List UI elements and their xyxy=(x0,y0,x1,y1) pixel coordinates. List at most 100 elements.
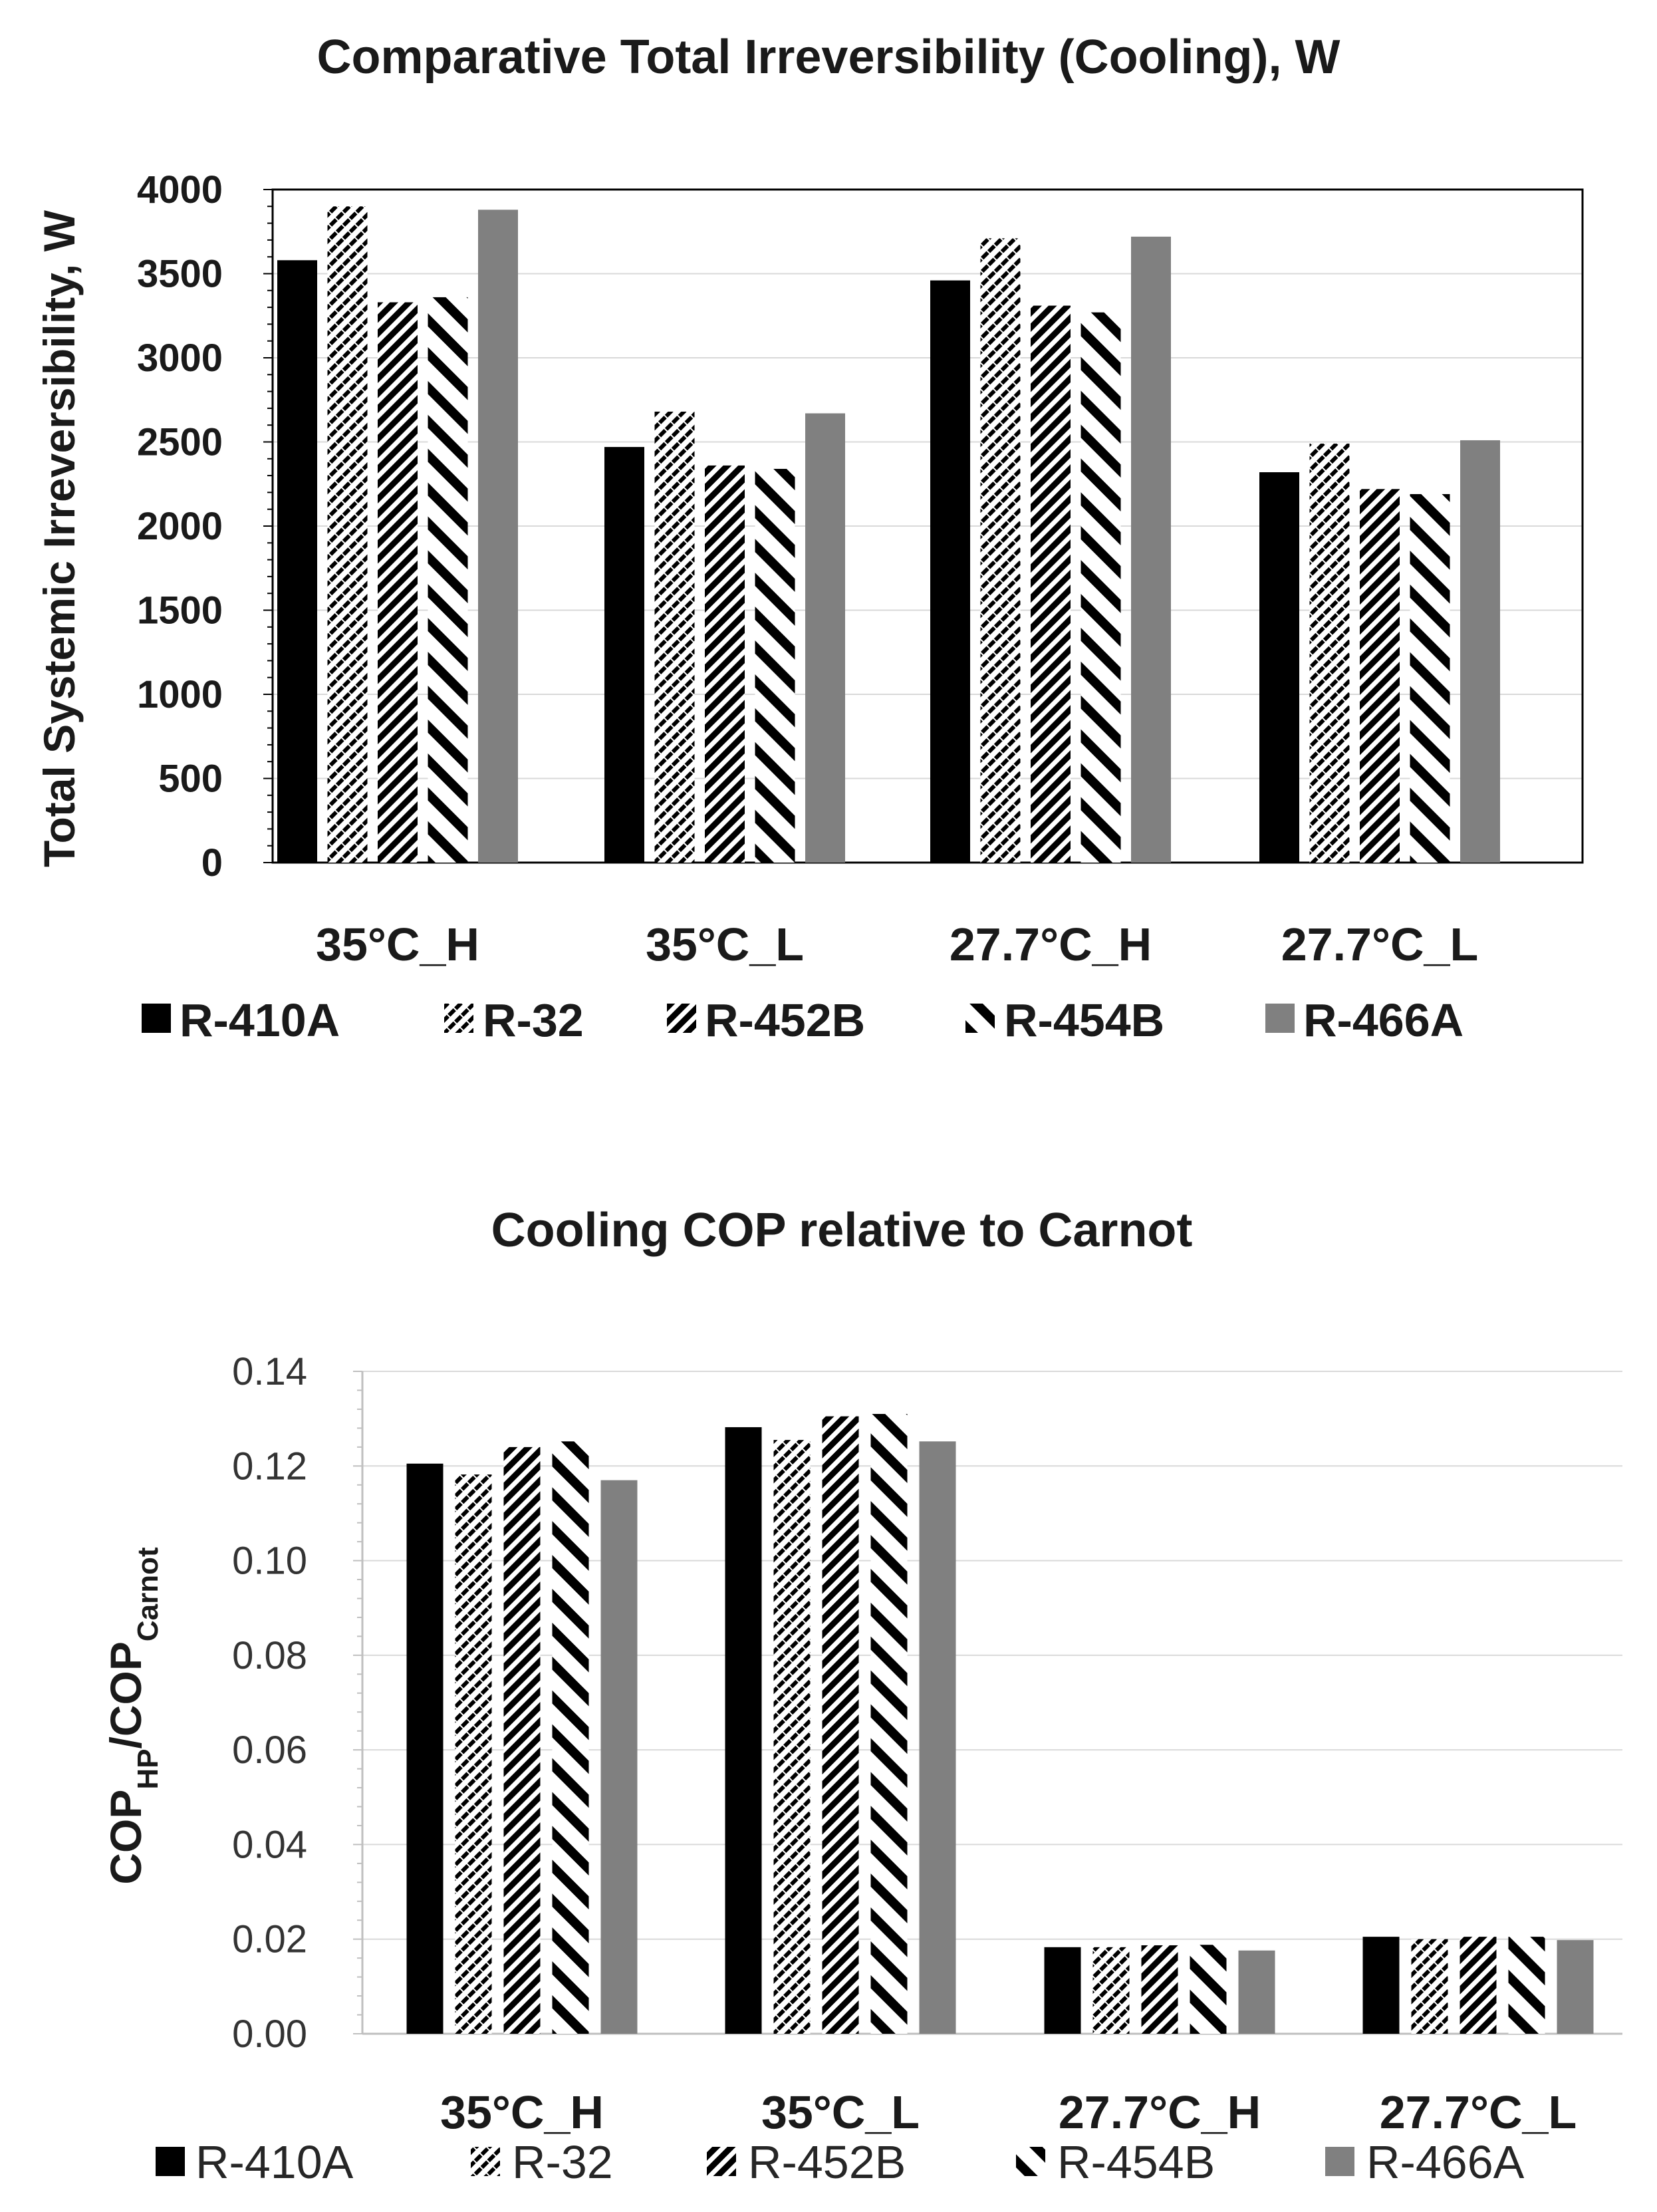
chart1-legend-label-r410a: R-410A xyxy=(180,994,340,1046)
chart1-plot-border xyxy=(271,188,1584,864)
c2-y-tick-label: 0.08 xyxy=(232,1634,307,1677)
c2-bar-r454b-277cl xyxy=(1508,1937,1545,2034)
chart2-legend-item-r454b: R-454B xyxy=(1016,2136,1215,2188)
c2-bar-r452b-277cl xyxy=(1460,1937,1497,2034)
chart2-y-tick-labels: 0.00 0.02 0.04 0.06 0.08 0.10 0.12 0.14 xyxy=(232,1350,307,2056)
c1-y-tick-label: 3000 xyxy=(137,337,223,380)
c1-y-tick-label: 1000 xyxy=(137,673,223,716)
c1-bar-r466a-35cl xyxy=(805,413,845,863)
c1-bar-r466a-277cl xyxy=(1460,440,1500,863)
c2-bar-r454b-35cl xyxy=(870,1414,908,2034)
chart2-bars xyxy=(406,1414,1594,2034)
c2-y-tick-label: 0.02 xyxy=(232,1918,307,1961)
c1-bar-r454b-277cl xyxy=(1410,493,1450,863)
c1-bar-r452b-277cl xyxy=(1360,489,1400,863)
chart1-y-tick-labels: 0 500 1000 1500 2000 2500 3000 3500 4000 xyxy=(137,168,223,885)
chart1-bars xyxy=(277,206,1500,863)
chart2-legend-label-r452b: R-452B xyxy=(748,2136,906,2188)
chart2-y-axis-title: COPHP/COPCarnot xyxy=(101,1547,164,1885)
chart1-legend-swatch-r454b xyxy=(965,1004,995,1033)
c2-bar-r32-35ch xyxy=(455,1474,492,2034)
chart2-legend-label-r32: R-32 xyxy=(512,2136,613,2188)
c1-bar-r410a-277cl xyxy=(1259,472,1299,863)
chart1-legend-swatch-r466a xyxy=(1265,1004,1295,1033)
c2-bar-r454b-35ch xyxy=(552,1441,589,2034)
chart2-legend-item-r410a: R-410A xyxy=(156,2136,354,2188)
chart1-legend-swatch-r32 xyxy=(444,1004,473,1033)
chart2-legend-swatch-r466a xyxy=(1325,2147,1354,2176)
chart1-title: Comparative Total Irreversibility (Cooli… xyxy=(317,31,1340,84)
c2-bar-r410a-35ch xyxy=(406,1463,444,2034)
chart1-legend-swatch-r410a xyxy=(142,1004,171,1033)
chart1-legend-swatch-r452b xyxy=(667,1004,696,1033)
chart1-legend-item-r466a: R-466A xyxy=(1265,994,1464,1046)
c1-bar-r454b-35ch xyxy=(428,297,468,863)
c2-y-tick-label: 0.00 xyxy=(232,2012,307,2056)
chart1-legend: R-410A R-32 R-452B R-454B R-466A xyxy=(142,994,1464,1046)
c1-bar-r454b-35cl xyxy=(755,468,795,863)
c2-bar-r32-277cl xyxy=(1411,1939,1448,2034)
c2-bar-r466a-35cl xyxy=(919,1441,956,2034)
chart2-gridlines xyxy=(353,1371,1622,2034)
c2-bar-r32-277ch xyxy=(1092,1947,1130,2034)
chart1-legend-item-r32: R-32 xyxy=(444,994,584,1046)
chart1-legend-label-r454b: R-454B xyxy=(1004,994,1164,1046)
c1-bar-r32-277ch xyxy=(980,238,1021,863)
c1-y-tick-label: 500 xyxy=(158,758,223,801)
c1-bar-r452b-277ch xyxy=(1031,305,1071,863)
chart2-legend-label-r466a: R-466A xyxy=(1366,2136,1525,2188)
c1-bar-r410a-35cl xyxy=(604,447,644,863)
c2-y-tick-label: 0.04 xyxy=(232,1823,307,1866)
c1-category-label-277ch: 27.7°C_H xyxy=(950,918,1152,970)
c2-bar-r452b-35ch xyxy=(503,1447,541,2034)
chart1-y-axis-title: Total Systemic Irreversibility, W xyxy=(35,209,84,867)
c2-bar-r410a-277ch xyxy=(1044,1947,1081,2034)
chart1-legend-item-r452b: R-452B xyxy=(667,994,865,1046)
c1-bar-r410a-35ch xyxy=(277,260,317,863)
c1-category-label-35cl: 35°C_L xyxy=(646,918,804,970)
c1-y-tick-label: 3500 xyxy=(137,253,223,296)
c2-category-label-35cl: 35°C_L xyxy=(761,2086,920,2138)
c1-bar-r410a-277ch xyxy=(930,280,970,863)
c2-bar-r410a-35cl xyxy=(725,1427,762,2034)
c1-bar-r452b-35ch xyxy=(378,302,418,863)
c2-y-tick-label: 0.06 xyxy=(232,1728,307,1772)
c2-y-tick-label: 0.12 xyxy=(232,1445,307,1488)
c1-bar-r454b-277ch xyxy=(1081,312,1121,863)
c1-category-label-35ch: 35°C_H xyxy=(316,918,479,970)
chart2-title: Cooling COP relative to Carnot xyxy=(491,1204,1193,1257)
chart2-legend-label-r410a: R-410A xyxy=(195,2136,354,2188)
c1-bar-r466a-35ch xyxy=(478,209,518,863)
c2-bar-r452b-35cl xyxy=(822,1416,859,2034)
c2-y-tick-label: 0.10 xyxy=(232,1540,307,1583)
c2-category-label-35ch: 35°C_H xyxy=(440,2086,604,2138)
c2-bar-r466a-35ch xyxy=(600,1480,638,2034)
c1-category-label-277cl: 27.7°C_L xyxy=(1281,918,1478,970)
c1-bar-r452b-35cl xyxy=(705,465,745,863)
c2-category-label-277cl: 27.7°C_L xyxy=(1380,2086,1577,2138)
c1-bar-r32-35ch xyxy=(327,206,368,863)
chart1-category-labels: 35°C_H 35°C_L 27.7°C_H 27.7°C_L xyxy=(316,918,1478,970)
chart-irreversibility: Comparative Total Irreversibility (Cooli… xyxy=(35,31,1584,1046)
c1-y-tick-label: 0 xyxy=(201,841,223,885)
chart2-legend-item-r466a: R-466A xyxy=(1325,2136,1525,2188)
chart2-legend-item-r32: R-32 xyxy=(471,2136,613,2188)
c1-bar-r466a-277ch xyxy=(1131,236,1171,863)
c2-bar-r466a-277ch xyxy=(1238,1950,1275,2034)
chart2-legend: R-410A R-32 R-452B R-454B R-466A xyxy=(156,2136,1525,2188)
c2-bar-r452b-277ch xyxy=(1141,1945,1178,2034)
chart2-legend-item-r452b: R-452B xyxy=(707,2136,906,2188)
chart-cop-relative: Cooling COP relative to Carnot COPHP/COP… xyxy=(101,1204,1622,2188)
chart1-legend-item-r410a: R-410A xyxy=(142,994,340,1046)
chart2-legend-swatch-r410a xyxy=(156,2147,185,2176)
c2-bar-r32-35cl xyxy=(773,1440,811,2034)
c2-category-label-277ch: 27.7°C_H xyxy=(1059,2086,1261,2138)
chart2-legend-label-r454b: R-454B xyxy=(1057,2136,1215,2188)
c2-bar-r466a-277cl xyxy=(1557,1940,1594,2034)
chart2-legend-swatch-r32 xyxy=(471,2147,500,2176)
c1-y-tick-label: 2500 xyxy=(137,421,223,464)
c2-y-tick-label: 0.14 xyxy=(232,1350,307,1393)
chart1-legend-label-r466a: R-466A xyxy=(1303,994,1464,1046)
chart1-legend-item-r454b: R-454B xyxy=(965,994,1164,1046)
